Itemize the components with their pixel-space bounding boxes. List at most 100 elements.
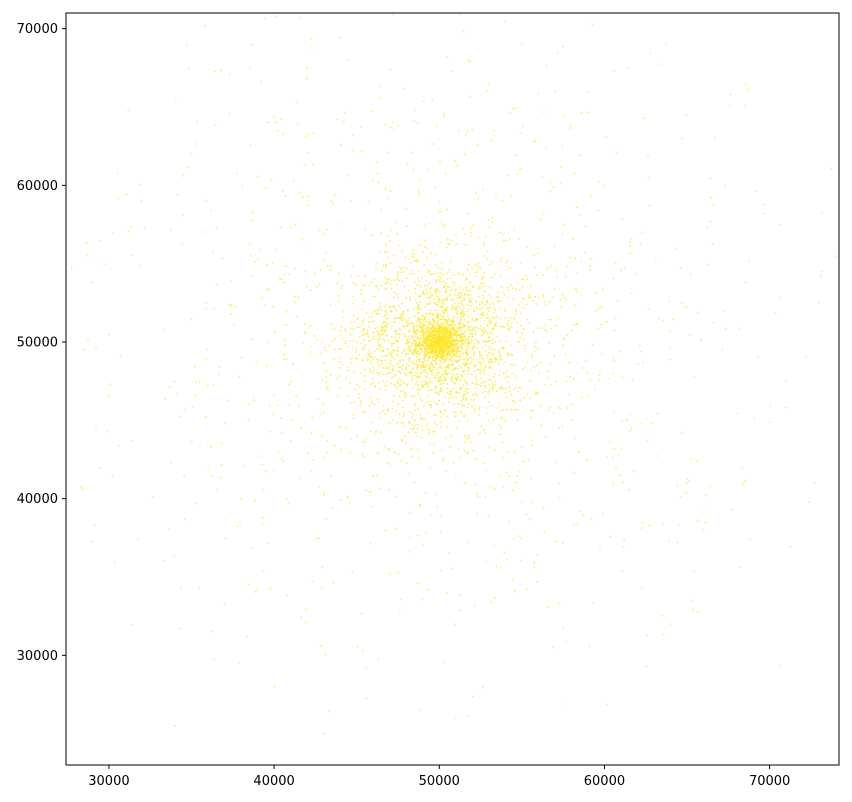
scatter-point bbox=[586, 459, 588, 461]
scatter-point bbox=[251, 219, 254, 222]
scatter-point bbox=[436, 272, 439, 275]
scatter-point bbox=[660, 614, 663, 617]
scatter-point bbox=[628, 489, 630, 492]
scatter-point bbox=[491, 260, 494, 263]
scatter-point bbox=[433, 344, 436, 346]
scatter-point bbox=[113, 561, 116, 563]
scatter-point bbox=[130, 226, 133, 228]
scatter-point bbox=[442, 402, 444, 405]
scatter-point bbox=[426, 384, 429, 387]
scatter-point bbox=[429, 467, 432, 470]
scatter-point bbox=[448, 286, 451, 289]
scatter-point bbox=[574, 304, 577, 307]
scatter-point bbox=[405, 267, 408, 269]
scatter-point bbox=[417, 269, 420, 272]
scatter-point bbox=[605, 136, 608, 139]
scatter-point bbox=[466, 304, 468, 306]
scatter-point bbox=[457, 293, 460, 295]
scatter-point bbox=[467, 388, 470, 391]
scatter-point bbox=[367, 349, 370, 352]
scatter-point bbox=[743, 479, 746, 482]
scatter-point bbox=[397, 362, 400, 364]
scatter-point bbox=[606, 703, 608, 706]
scatter-point bbox=[449, 342, 452, 345]
scatter-point bbox=[220, 69, 223, 72]
scatter-point bbox=[428, 297, 431, 299]
scatter-point bbox=[205, 416, 207, 419]
scatter-point bbox=[346, 366, 349, 368]
scatter-point bbox=[416, 375, 418, 378]
scatter-point bbox=[324, 251, 327, 254]
scatter-point bbox=[382, 404, 385, 407]
scatter-point bbox=[482, 188, 484, 191]
scatter-point bbox=[499, 433, 502, 436]
scatter-point bbox=[489, 361, 492, 364]
scatter-point bbox=[709, 220, 712, 223]
scatter-point bbox=[458, 292, 461, 295]
scatter-point bbox=[425, 328, 427, 331]
scatter-point bbox=[428, 404, 430, 407]
scatter-point bbox=[206, 349, 208, 351]
scatter-point bbox=[395, 495, 398, 498]
scatter-point bbox=[662, 633, 665, 636]
scatter-point bbox=[455, 392, 457, 394]
scatter-point bbox=[348, 174, 350, 177]
scatter-point bbox=[504, 391, 507, 394]
scatter-point bbox=[239, 521, 242, 524]
scatter-point bbox=[458, 403, 461, 405]
scatter-point bbox=[490, 358, 493, 361]
scatter-point bbox=[413, 326, 415, 328]
scatter-point bbox=[463, 413, 466, 416]
scatter-point bbox=[502, 387, 505, 390]
scatter-point bbox=[469, 235, 472, 237]
scatter-point bbox=[377, 381, 380, 384]
scatter-point bbox=[455, 427, 458, 430]
scatter-point bbox=[471, 224, 474, 227]
scatter-point bbox=[411, 353, 414, 356]
scatter-point bbox=[409, 371, 412, 373]
scatter-point bbox=[366, 332, 369, 334]
scatter-point bbox=[406, 383, 409, 385]
scatter-point bbox=[697, 311, 699, 314]
scatter-point bbox=[542, 274, 544, 277]
scatter-point bbox=[384, 340, 386, 342]
scatter-point bbox=[597, 307, 600, 310]
scatter-point bbox=[437, 379, 440, 382]
scatter-point bbox=[398, 370, 401, 373]
scatter-point bbox=[384, 251, 386, 254]
scatter-point bbox=[447, 326, 450, 328]
scatter-point bbox=[371, 315, 373, 318]
scatter-point bbox=[439, 241, 441, 244]
scatter-point bbox=[353, 417, 355, 420]
scatter-point bbox=[619, 350, 621, 353]
scatter-point bbox=[394, 279, 397, 281]
scatter-point bbox=[418, 503, 421, 506]
scatter-point bbox=[456, 316, 459, 319]
scatter-point bbox=[304, 270, 307, 273]
scatter-point bbox=[389, 351, 392, 354]
scatter-point bbox=[415, 301, 418, 304]
scatter-point bbox=[656, 412, 659, 415]
scatter-point bbox=[480, 370, 483, 373]
scatter-point bbox=[458, 296, 461, 299]
scatter-point bbox=[419, 325, 421, 328]
scatter-point bbox=[427, 400, 430, 403]
scatter-point bbox=[737, 327, 740, 330]
scatter-point bbox=[425, 301, 428, 304]
scatter-point bbox=[482, 358, 484, 360]
scatter-point bbox=[432, 355, 435, 358]
scatter-point bbox=[71, 267, 73, 270]
scatter-point bbox=[482, 244, 485, 247]
scatter-point bbox=[444, 436, 447, 439]
scatter-point bbox=[507, 289, 510, 291]
scatter-point bbox=[448, 337, 450, 339]
scatter-point bbox=[262, 569, 265, 572]
scatter-point bbox=[410, 361, 413, 364]
scatter-point bbox=[433, 301, 435, 304]
scatter-point bbox=[647, 177, 650, 179]
scatter-point bbox=[467, 297, 470, 300]
scatter-point bbox=[220, 441, 223, 444]
scatter-point bbox=[117, 445, 120, 447]
scatter-point bbox=[516, 419, 519, 421]
scatter-point bbox=[488, 389, 491, 392]
